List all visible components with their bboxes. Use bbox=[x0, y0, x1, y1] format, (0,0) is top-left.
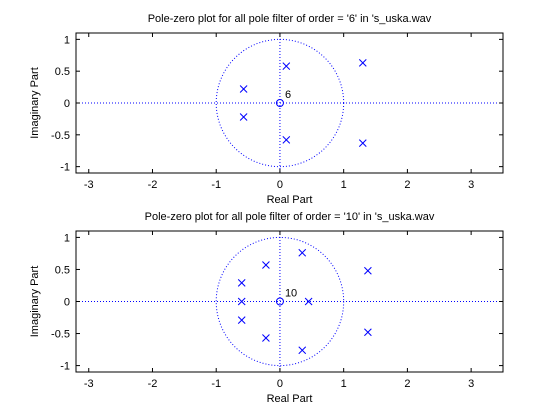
pole-marker-stroke bbox=[282, 62, 291, 70]
pole-marker-stroke bbox=[237, 279, 246, 287]
pole-marker-stroke bbox=[237, 297, 246, 306]
x-tick-label: 1 bbox=[341, 179, 347, 191]
pole-marker-stroke bbox=[304, 297, 313, 306]
x-tick-label: -2 bbox=[148, 179, 158, 191]
pole-marker-stroke bbox=[364, 266, 372, 275]
pole-marker bbox=[304, 297, 313, 306]
zero-multiplicity-label-top: 6 bbox=[285, 89, 291, 101]
y-tick-label: -1 bbox=[60, 361, 70, 373]
x-tick-label: -2 bbox=[148, 378, 158, 390]
pole-marker-stroke bbox=[364, 328, 372, 337]
pole-marker bbox=[364, 328, 372, 337]
pole-marker-stroke bbox=[239, 85, 248, 93]
x-tick-label: -3 bbox=[84, 378, 94, 390]
pole-marker bbox=[298, 248, 307, 257]
x-tick-label: -3 bbox=[84, 179, 94, 191]
pole-marker bbox=[298, 346, 307, 355]
y-tick-label: 0 bbox=[64, 297, 70, 309]
plot-title-top: Pole-zero plot for all pole filter of or… bbox=[148, 13, 432, 25]
pole-marker-stroke bbox=[262, 334, 270, 342]
y-tick-label: -0.5 bbox=[51, 130, 70, 142]
zero-marker bbox=[275, 297, 284, 306]
pole-marker bbox=[282, 62, 291, 70]
pole-marker bbox=[364, 266, 372, 275]
y-tick-label: -0.5 bbox=[51, 329, 70, 341]
pole-marker-stroke bbox=[262, 261, 270, 269]
pole-marker bbox=[262, 334, 270, 342]
y-tick-label: 0.5 bbox=[55, 264, 70, 276]
pole-marker-stroke bbox=[298, 248, 307, 257]
pole-marker bbox=[239, 85, 248, 93]
x-tick-label: -1 bbox=[211, 378, 221, 390]
x-tick-label: 1 bbox=[341, 378, 347, 390]
y-tick-label: 0.5 bbox=[55, 66, 70, 78]
pole-marker-stroke bbox=[358, 139, 367, 147]
zero-marker bbox=[275, 99, 284, 107]
pole-marker bbox=[239, 113, 248, 121]
pole-marker-stroke bbox=[358, 59, 367, 67]
unit-circle-bottom bbox=[215, 236, 345, 367]
x-tick-label: 3 bbox=[468, 179, 474, 191]
pole-marker-stroke bbox=[239, 113, 248, 121]
subplot-order-10: Pole-zero plot for all pole filter of or… bbox=[29, 211, 504, 405]
pole-marker bbox=[262, 261, 270, 269]
y-axis-label-bottom: Imaginary Part bbox=[29, 266, 41, 338]
y-axis-label-top: Imaginary Part bbox=[29, 67, 41, 139]
pole-marker bbox=[237, 279, 246, 287]
unit-circle-top bbox=[215, 38, 345, 168]
pole-marker-stroke bbox=[282, 136, 291, 144]
pole-marker bbox=[358, 59, 367, 67]
x-tick-label: 0 bbox=[277, 179, 283, 191]
y-tick-label: -1 bbox=[60, 162, 70, 174]
pole-marker bbox=[237, 297, 246, 306]
zero-multiplicity-label-bottom: 10 bbox=[285, 288, 297, 300]
y-tick-label: 1 bbox=[64, 232, 70, 244]
plot-title-bottom: Pole-zero plot for all pole filter of or… bbox=[145, 211, 435, 223]
x-axis-label-top: Real Part bbox=[267, 194, 313, 206]
pole-marker-stroke bbox=[237, 316, 246, 324]
pole-marker bbox=[237, 316, 246, 324]
pole-marker-stroke bbox=[298, 346, 307, 355]
y-tick-label: 1 bbox=[64, 34, 70, 46]
y-tick-label: 0 bbox=[64, 98, 70, 110]
x-tick-label: 2 bbox=[404, 179, 410, 191]
x-tick-label: 2 bbox=[404, 378, 410, 390]
pole-marker bbox=[282, 136, 291, 144]
subplot-order-6: Pole-zero plot for all pole filter of or… bbox=[29, 13, 504, 206]
x-tick-label: 3 bbox=[468, 378, 474, 390]
pole-marker bbox=[358, 139, 367, 147]
x-tick-label: 0 bbox=[277, 378, 283, 390]
x-tick-label: -1 bbox=[211, 179, 221, 191]
x-axis-label-bottom: Real Part bbox=[267, 393, 313, 405]
